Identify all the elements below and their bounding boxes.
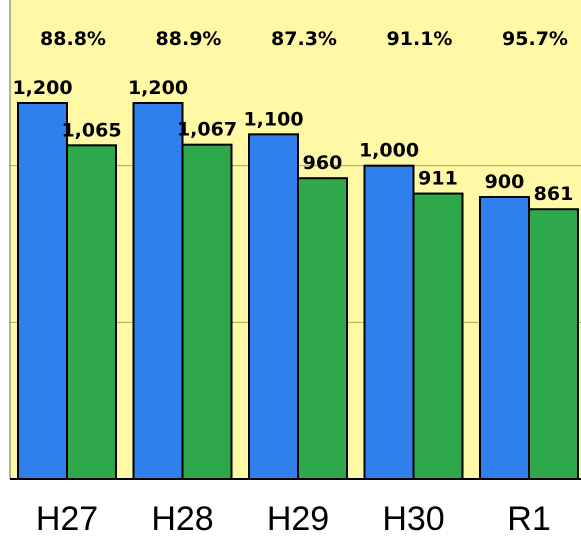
- x-tick-label: H28: [151, 500, 213, 538]
- data-label: 1,200: [12, 77, 72, 99]
- ratio-label: 88.8%: [40, 28, 106, 50]
- ratio-label: 91.1%: [387, 28, 453, 50]
- bar-series-2: [181, 143, 233, 480]
- x-tick-label: H27: [36, 500, 98, 538]
- x-tick-label: H30: [382, 500, 444, 538]
- data-label: 1,065: [61, 119, 121, 141]
- bar-series-1: [479, 196, 530, 480]
- data-label: 900: [485, 171, 525, 193]
- bar-series-1: [363, 164, 415, 481]
- data-label: 1,200: [128, 77, 188, 99]
- data-label: 1,067: [177, 119, 237, 141]
- bar-series-1: [132, 102, 184, 480]
- bar-series-2: [297, 177, 348, 480]
- labels: 1,200 1,065 88.8% H27 1,200 1,067 88.9% H28 1,10…: [12, 28, 573, 538]
- data-label: 1,000: [359, 140, 419, 162]
- data-label: 960: [303, 152, 343, 174]
- ratio-label: 87.3%: [271, 28, 337, 50]
- ratio-label: 88.9%: [156, 28, 222, 50]
- x-tick-label: H29: [267, 500, 329, 538]
- bars: [17, 102, 579, 481]
- x-tick-label: R1: [507, 500, 550, 538]
- ratio-label: 95.7%: [502, 28, 568, 50]
- bar-series-1: [17, 102, 68, 480]
- bar-series-2: [66, 144, 117, 481]
- data-label: 911: [418, 168, 458, 190]
- bar-series-2: [412, 192, 464, 480]
- data-label: 1,100: [243, 108, 303, 130]
- bar-series-1: [248, 133, 299, 480]
- data-label: 861: [534, 183, 574, 205]
- bar-series-2: [528, 208, 579, 480]
